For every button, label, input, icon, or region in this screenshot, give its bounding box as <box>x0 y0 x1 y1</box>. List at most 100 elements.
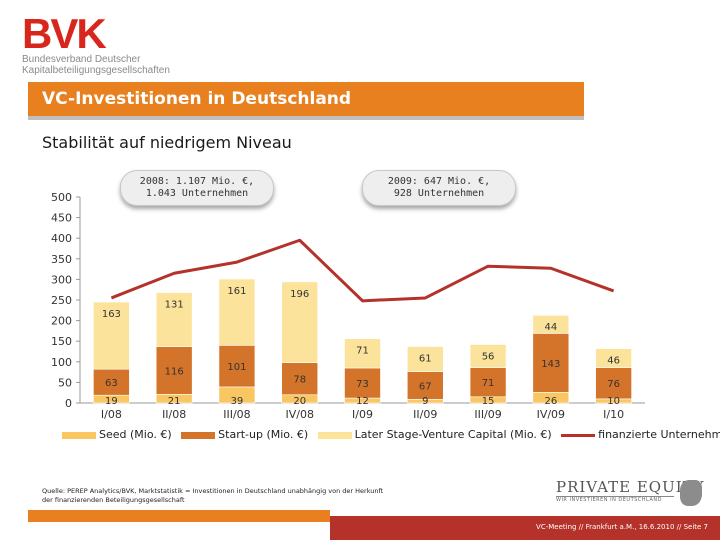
footer-orange-bar <box>28 510 330 522</box>
data-label: 161 <box>227 286 246 297</box>
germany-map-icon <box>680 480 702 506</box>
y-tick-label: 250 <box>51 294 72 307</box>
data-label: 78 <box>293 375 306 386</box>
x-tick-label: III/08 <box>223 408 250 421</box>
legend-swatch-startup <box>181 431 216 439</box>
bar-segment <box>406 371 444 400</box>
bar-segment <box>155 292 193 347</box>
x-tick-label: I/08 <box>101 408 122 421</box>
bar-segment <box>281 362 319 396</box>
data-label: 19 <box>105 396 118 407</box>
data-label: 9 <box>422 396 428 407</box>
bar-segment <box>469 367 507 398</box>
y-tick-label: 50 <box>58 376 72 389</box>
page-title: VC-Investitionen in Deutschland <box>42 89 352 109</box>
data-label: 46 <box>607 356 620 367</box>
x-tick-label: I/10 <box>603 408 624 421</box>
data-label: 12 <box>356 396 369 407</box>
data-label: 131 <box>165 300 184 311</box>
y-tick-label: 400 <box>51 232 72 245</box>
data-label: 143 <box>541 359 560 370</box>
callout-2009-line1: 2009: 647 Mio. €, <box>387 176 491 187</box>
footer-meeting-info: VC-Meeting // Frankfurt a.M., 16.6.2010 … <box>536 523 708 531</box>
x-tick-label: III/09 <box>474 408 501 421</box>
legend-item-seed: Seed (Mio. €) <box>62 428 172 441</box>
data-label: 39 <box>231 396 244 407</box>
callout-2008: 2008: 1.107 Mio. €, 1.043 Unternehmen <box>120 170 274 206</box>
bar-segment <box>344 367 381 399</box>
callout-2009-line2: 928 Unternehmen <box>393 188 485 199</box>
data-label: 67 <box>419 381 432 392</box>
y-tick-label: 100 <box>51 356 72 369</box>
data-label: 116 <box>165 366 184 377</box>
bvk-logo-subline-1: Bundesverband Deutscher <box>22 54 141 65</box>
data-label: 71 <box>482 378 495 389</box>
y-tick-label: 350 <box>51 253 72 266</box>
bvk-logo: BVK Bundesverband Deutscher Kapitalbetei… <box>22 10 170 77</box>
data-label: 44 <box>544 322 557 333</box>
bar-segment <box>595 367 632 400</box>
legend-swatch-companies <box>561 433 596 437</box>
legend-label-later: Later Stage-Venture Capital (Mio. €) <box>354 428 552 441</box>
private-equity-logo: PRIVATE EQUITY WIR INVESTIEREN IN DEUTSC… <box>556 478 706 506</box>
pe-logo-tagline: WIR INVESTIEREN IN DEUTSCHLAND <box>556 496 674 503</box>
bar-segment <box>218 278 256 346</box>
title-shadow <box>28 116 584 120</box>
bar-segment <box>595 348 632 368</box>
page-subtitle: Stabilität auf niedrigem Niveau <box>42 133 292 152</box>
x-tick-label: IV/08 <box>285 408 313 421</box>
bvk-logo-mark: BVK <box>22 10 107 57</box>
legend-swatch-seed <box>62 431 96 439</box>
y-tick-label: 0 <box>65 397 72 410</box>
y-tick-label: 500 <box>51 191 72 204</box>
data-label: 63 <box>105 378 118 389</box>
footer-red-bar <box>330 516 720 540</box>
legend-label-startup: Start-up (Mio. €) <box>218 428 309 441</box>
y-tick-label: 300 <box>51 273 72 286</box>
callout-2008-line1: 2008: 1.107 Mio. €, <box>139 176 255 187</box>
data-label: 61 <box>419 354 432 365</box>
x-tick-label: IV/09 <box>537 408 565 421</box>
data-label: 196 <box>290 289 309 300</box>
source-line-1: Quelle: PEREP Analytics/BVK, Marktstatis… <box>42 487 384 495</box>
data-label: 73 <box>356 379 369 390</box>
data-label: 20 <box>293 396 306 407</box>
chart-legend: Seed (Mio. €) Start-up (Mio. €) Later St… <box>62 428 720 441</box>
legend-item-later: Later Stage-Venture Capital (Mio. €) <box>317 428 552 441</box>
y-tick-label: 450 <box>51 212 72 225</box>
bar-segment <box>155 346 193 395</box>
legend-item-companies: finanzierte Unternehmen <box>561 428 720 441</box>
data-label: 21 <box>168 396 181 407</box>
legend-item-startup: Start-up (Mio. €) <box>181 428 308 441</box>
bar-segment <box>344 338 381 369</box>
x-tick-label: II/09 <box>413 408 437 421</box>
legend-label-seed: Seed (Mio. €) <box>99 428 172 441</box>
y-tick-label: 150 <box>51 335 72 348</box>
data-label: 10 <box>607 396 620 407</box>
legend-swatch-later <box>317 431 352 439</box>
data-label: 76 <box>607 379 620 390</box>
data-label: 71 <box>356 346 369 357</box>
bar-segment <box>532 314 570 334</box>
bar-segment <box>406 346 444 372</box>
title-bar: VC-Investitionen in Deutschland <box>28 82 584 116</box>
data-label: 101 <box>227 362 246 373</box>
source-note: Quelle: PEREP Analytics/BVK, Marktstatis… <box>42 487 442 505</box>
bar-segment <box>532 333 570 393</box>
bar-segment <box>281 281 319 363</box>
bar-segment <box>469 344 507 368</box>
source-line-2: der finanzierenden Beteiligungsgesellsch… <box>42 496 185 504</box>
bvk-logo-subline-2: Kapitalbeteiligungsgesellschaften <box>22 65 170 76</box>
companies-line <box>110 238 615 303</box>
pe-logo-text: PRIVATE EQUITY <box>556 478 705 496</box>
callout-2009: 2009: 647 Mio. €, 928 Unternehmen <box>362 170 516 206</box>
data-label: 15 <box>482 396 495 407</box>
data-label: 163 <box>102 309 121 320</box>
data-label: 56 <box>482 351 495 362</box>
y-tick-label: 200 <box>51 315 72 328</box>
bar-segment <box>93 301 130 370</box>
legend-label-companies: finanzierte Unternehmen <box>598 428 720 441</box>
data-label: 26 <box>544 396 557 407</box>
x-tick-label: I/09 <box>352 408 373 421</box>
